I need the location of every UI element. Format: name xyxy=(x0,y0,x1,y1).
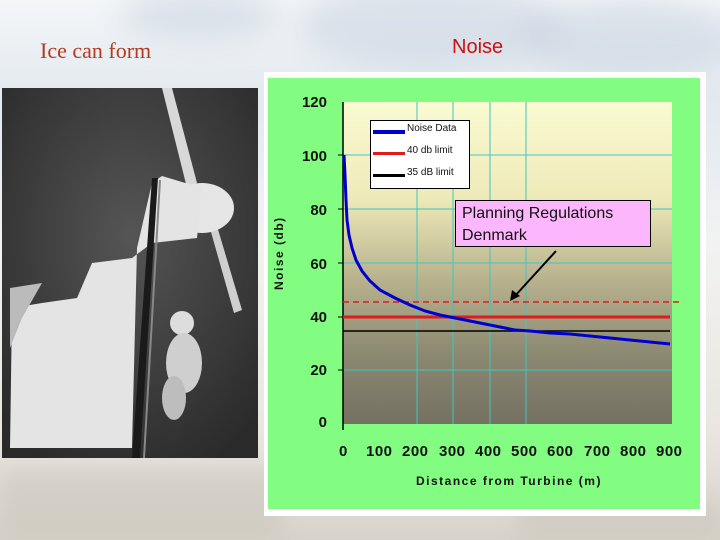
y-axis-label: Noise (db) xyxy=(272,216,286,290)
legend-swatch xyxy=(373,130,405,134)
x-tick: 900 xyxy=(656,443,683,460)
y-tick: 120 xyxy=(301,94,327,111)
background-cloud xyxy=(120,0,280,40)
x-tick: 600 xyxy=(547,443,574,460)
background-snow xyxy=(0,470,280,540)
chart-legend: Noise Data 40 db limit 35 dB limit xyxy=(370,120,470,189)
y-tick: 40 xyxy=(310,309,327,326)
y-tick: 100 xyxy=(301,148,327,165)
x-tick: 500 xyxy=(511,443,538,460)
x-tick: 800 xyxy=(620,443,647,460)
x-tick: 400 xyxy=(475,443,502,460)
planning-regulations-annotation: Planning Regulations Denmark xyxy=(455,200,651,247)
iced-turbine-photo xyxy=(2,88,258,458)
x-axis-label: Distance from Turbine (m) xyxy=(416,474,602,488)
x-tick: 0 xyxy=(339,443,348,460)
x-tick: 700 xyxy=(584,443,611,460)
left-title: Ice can form xyxy=(40,38,152,63)
legend-swatch xyxy=(373,152,405,155)
x-tick: 200 xyxy=(402,443,429,460)
x-tick: 300 xyxy=(439,443,466,460)
background-cloud xyxy=(300,0,560,70)
y-tick: 0 xyxy=(318,414,327,431)
y-tick: 80 xyxy=(310,202,327,219)
chart-title: Noise xyxy=(452,36,504,58)
y-tick: 20 xyxy=(310,362,327,379)
x-tick: 100 xyxy=(366,443,393,460)
background-cloud xyxy=(520,0,720,80)
noise-data-line xyxy=(342,154,671,346)
y-tick: 60 xyxy=(310,256,327,273)
legend-swatch xyxy=(373,174,405,177)
